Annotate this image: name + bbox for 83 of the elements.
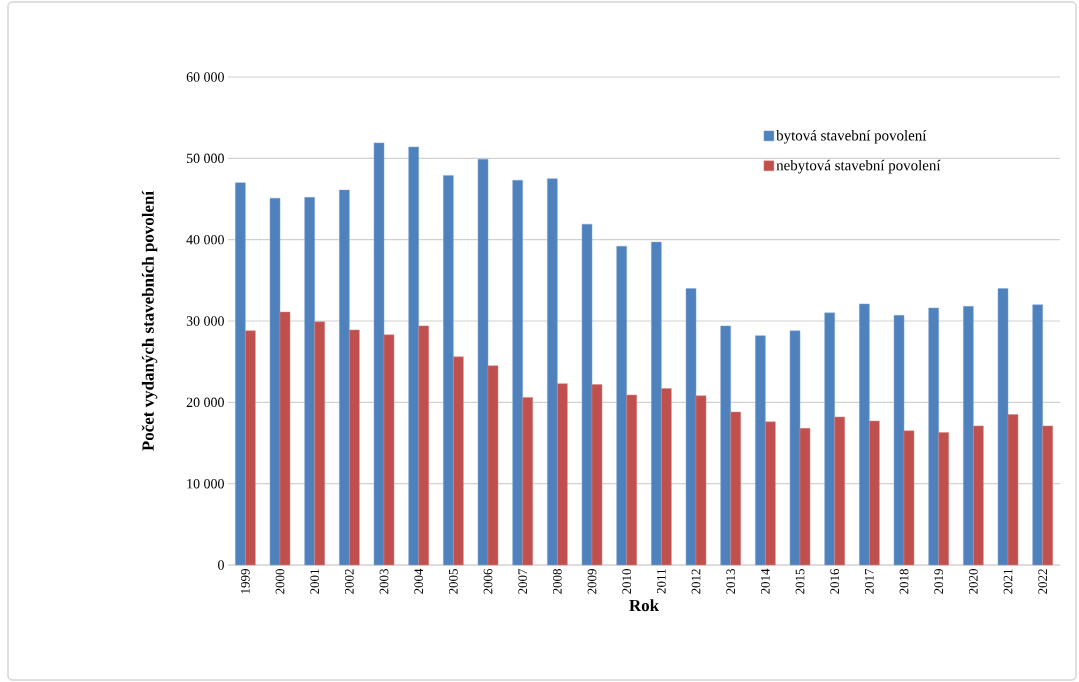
x-tick-label: 2006 bbox=[483, 568, 493, 594]
bar bbox=[661, 388, 672, 566]
x-tick-label: 2005 bbox=[448, 569, 458, 594]
y-tick-label: 10 000 bbox=[187, 478, 224, 489]
bar bbox=[834, 416, 845, 566]
bar bbox=[418, 325, 429, 566]
bar bbox=[383, 334, 395, 566]
bar bbox=[339, 189, 350, 566]
bar bbox=[893, 315, 905, 566]
bar bbox=[685, 288, 697, 566]
x-tick-label: 2010 bbox=[622, 569, 632, 594]
bar bbox=[859, 303, 870, 566]
x-tick-label: 2001 bbox=[310, 569, 320, 594]
bar bbox=[616, 245, 627, 566]
bar bbox=[928, 307, 939, 566]
bar bbox=[279, 311, 291, 566]
x-tick-label: 2000 bbox=[275, 569, 285, 594]
bar bbox=[373, 142, 385, 566]
bar bbox=[963, 306, 974, 566]
bar bbox=[581, 223, 593, 566]
bar bbox=[869, 420, 880, 566]
bar bbox=[245, 330, 256, 566]
x-tick-label: 2013 bbox=[726, 569, 736, 594]
x-tick-label: 2016 bbox=[830, 568, 840, 594]
bar bbox=[547, 178, 558, 566]
bar bbox=[443, 175, 454, 566]
y-tick-label: 40 000 bbox=[186, 234, 224, 245]
bar bbox=[453, 356, 464, 566]
x-tick-label: 2018 bbox=[899, 569, 909, 594]
bar bbox=[765, 421, 776, 566]
bar bbox=[695, 395, 707, 566]
bar bbox=[487, 365, 499, 566]
bar bbox=[349, 329, 360, 566]
x-tick-label: 2011 bbox=[656, 569, 666, 594]
bar bbox=[730, 411, 741, 566]
x-tick-label: 1999 bbox=[240, 569, 250, 594]
bar bbox=[522, 397, 533, 566]
y-tick-label: 30 000 bbox=[186, 316, 224, 326]
x-tick-label: 2021 bbox=[1003, 569, 1013, 594]
y-axis-title: Počet vydaných stavebních povolení bbox=[141, 190, 158, 451]
x-tick-label: 2012 bbox=[691, 569, 701, 594]
bar bbox=[938, 432, 949, 566]
x-tick-label: 2015 bbox=[795, 569, 805, 594]
bar bbox=[1007, 414, 1019, 566]
bar bbox=[755, 335, 766, 566]
bar bbox=[799, 428, 811, 566]
bar bbox=[477, 158, 489, 566]
bar bbox=[235, 182, 246, 566]
x-tick-label: 2020 bbox=[968, 569, 978, 594]
x-tick-label: 2002 bbox=[344, 569, 354, 594]
x-tick-label: 2008 bbox=[552, 569, 562, 594]
bar bbox=[973, 425, 984, 566]
x-tick-label: 2014 bbox=[760, 568, 770, 594]
bar bbox=[408, 146, 419, 566]
bar bbox=[1042, 425, 1053, 566]
bar bbox=[314, 321, 325, 566]
y-tick-label: 60 000 bbox=[186, 72, 224, 82]
bar bbox=[720, 325, 731, 566]
bar bbox=[557, 383, 568, 566]
x-tick-label: 2022 bbox=[1038, 569, 1048, 594]
bar bbox=[269, 197, 281, 566]
x-tick-label: 2019 bbox=[934, 569, 944, 594]
bar bbox=[304, 197, 315, 566]
bar bbox=[1032, 304, 1043, 566]
x-axis-title: Rok bbox=[629, 599, 660, 612]
bar bbox=[824, 312, 835, 566]
x-tick-label: 2017 bbox=[864, 568, 874, 594]
y-tick-label: 50 000 bbox=[186, 153, 224, 164]
x-tick-label: 2009 bbox=[587, 569, 597, 594]
x-tick-label: 2003 bbox=[379, 569, 389, 594]
bar bbox=[512, 180, 523, 566]
bar bbox=[903, 430, 915, 566]
y-tick-label: 20 000 bbox=[186, 397, 224, 408]
bar bbox=[997, 288, 1009, 566]
bar bbox=[591, 384, 603, 566]
x-tick-label: 2007 bbox=[518, 568, 528, 594]
bar bbox=[626, 394, 637, 566]
legend-label: nebytová stavební povolení bbox=[776, 159, 941, 174]
legend-label: bytová stavební povolení bbox=[776, 129, 927, 144]
bar bbox=[651, 241, 662, 566]
bar bbox=[789, 330, 801, 566]
y-tick-label: 0 bbox=[218, 560, 224, 570]
x-tick-label: 2004 bbox=[414, 568, 424, 594]
